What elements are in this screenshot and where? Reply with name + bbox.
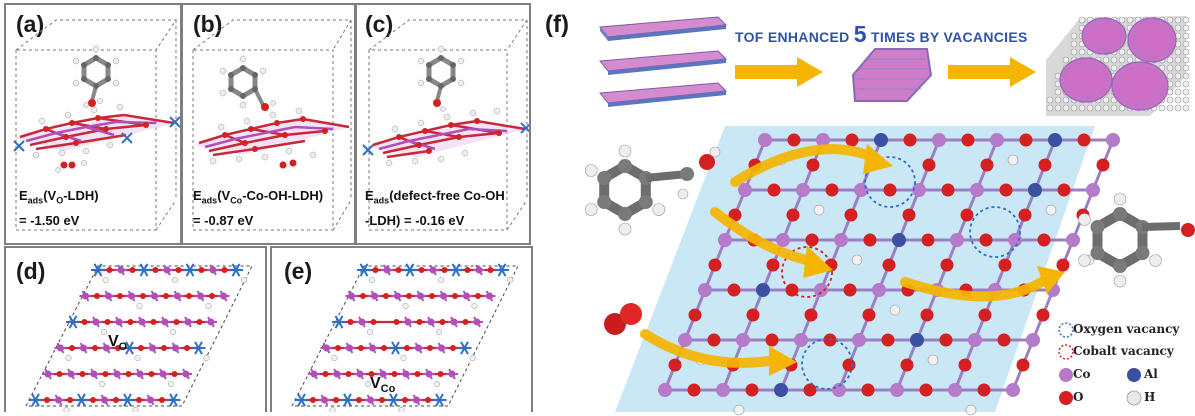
legend-symbols [1058,322,1074,405]
legend-oxygen-vacancy: Oxygen vacancy [1073,322,1180,336]
panel-b-label: (b) [193,11,223,37]
panel-a: (a) [4,3,182,245]
tof-banner: TOF ENHANCED 5 TIMES BY VACANCIES [735,21,1028,47]
panel-e-label: (e) [284,258,313,284]
panel-e-vacancy-label: VCo [370,375,396,396]
exfoliated-nanosheet [851,48,933,102]
legend-al: Al [1144,367,1158,381]
arrow-defect [948,57,1036,87]
panel-f-label: (f) [545,11,569,38]
legend-cobalt-vacancy: Cobalt vacancy [1073,344,1174,358]
panel-c-label: (c) [365,11,394,37]
panel-c: (c) [355,3,531,245]
legend-o: O [1073,390,1084,404]
defective-nanosheet [1046,16,1190,116]
panel-d-lattice [25,263,253,412]
panel-d-label: (d) [16,258,46,284]
panel-b-structure [192,19,352,231]
panel-d: (d) VO [4,246,267,412]
arrow-exfoliate [735,57,823,87]
panel-c-structure [362,19,529,231]
layered-ldh-stack [599,16,728,107]
panel-e: (e) VCo [270,246,533,412]
catalysis-lattice [584,126,1195,416]
panel-e-lattice [291,263,519,412]
panel-a-energy: Eads(VO-LDH) = -1.50 eV [19,188,99,228]
panel-c-energy: Eads(defect-free Co-OH -LDH) = -0.16 eV [365,188,505,228]
panel-a-structure [13,19,180,231]
legend-h: H [1144,390,1156,404]
panel-b: (b) [181,3,356,245]
legend-symbols-right [1126,368,1142,406]
panel-d-vacancy-label: VO [108,333,128,354]
legend-co: Co [1073,367,1091,381]
panel-a-label: (a) [16,11,45,37]
panel-b-energy: Eads(VCo-Co-OH-LDH) = -0.87 eV [193,188,324,228]
